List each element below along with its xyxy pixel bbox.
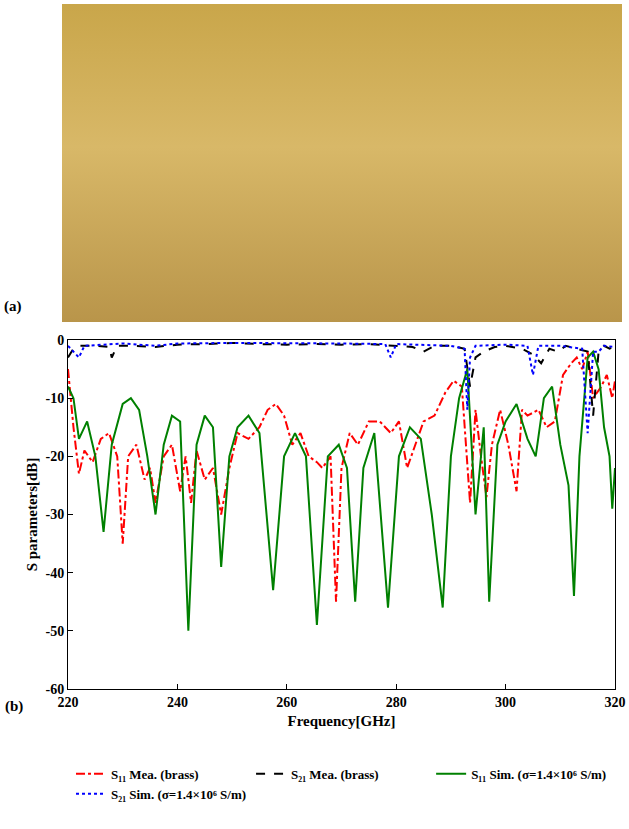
svg-text:S₁₁ Sim. (σ=1.4×10⁶ S/m): S₁₁ Sim. (σ=1.4×10⁶ S/m) <box>471 767 606 782</box>
svg-text:-60: -60 <box>46 682 65 697</box>
svg-text:S₂₁ Mea. (brass): S₂₁ Mea. (brass) <box>291 767 379 782</box>
svg-text:260: 260 <box>276 695 297 710</box>
html-text:(a): (a) <box>4 298 22 314</box>
svg-text:300: 300 <box>495 695 516 710</box>
svg-text:S₁₁ Mea. (brass): S₁₁ Mea. (brass) <box>111 767 199 782</box>
svg-text:220: 220 <box>58 695 79 710</box>
svg-text:240: 240 <box>167 695 188 710</box>
svg-text:-40: -40 <box>46 566 65 581</box>
svg-text:280: 280 <box>386 695 407 710</box>
svg-text:320: 320 <box>605 695 626 710</box>
svg-text:-30: -30 <box>46 507 65 522</box>
svg-text:0: 0 <box>57 333 64 348</box>
svg-text:(b): (b) <box>5 698 23 715</box>
svg-text:S₂₁ Sim. (σ=1.4×10⁶ S/m): S₂₁ Sim. (σ=1.4×10⁶ S/m) <box>111 787 246 802</box>
svg-text:S parameters[dB]: S parameters[dB] <box>24 458 40 572</box>
svg-text:Frequency[GHz]: Frequency[GHz] <box>287 713 395 729</box>
svg-text:-50: -50 <box>46 624 65 639</box>
svg-text:-20: -20 <box>46 449 65 464</box>
svg-text:-10: -10 <box>46 391 65 406</box>
